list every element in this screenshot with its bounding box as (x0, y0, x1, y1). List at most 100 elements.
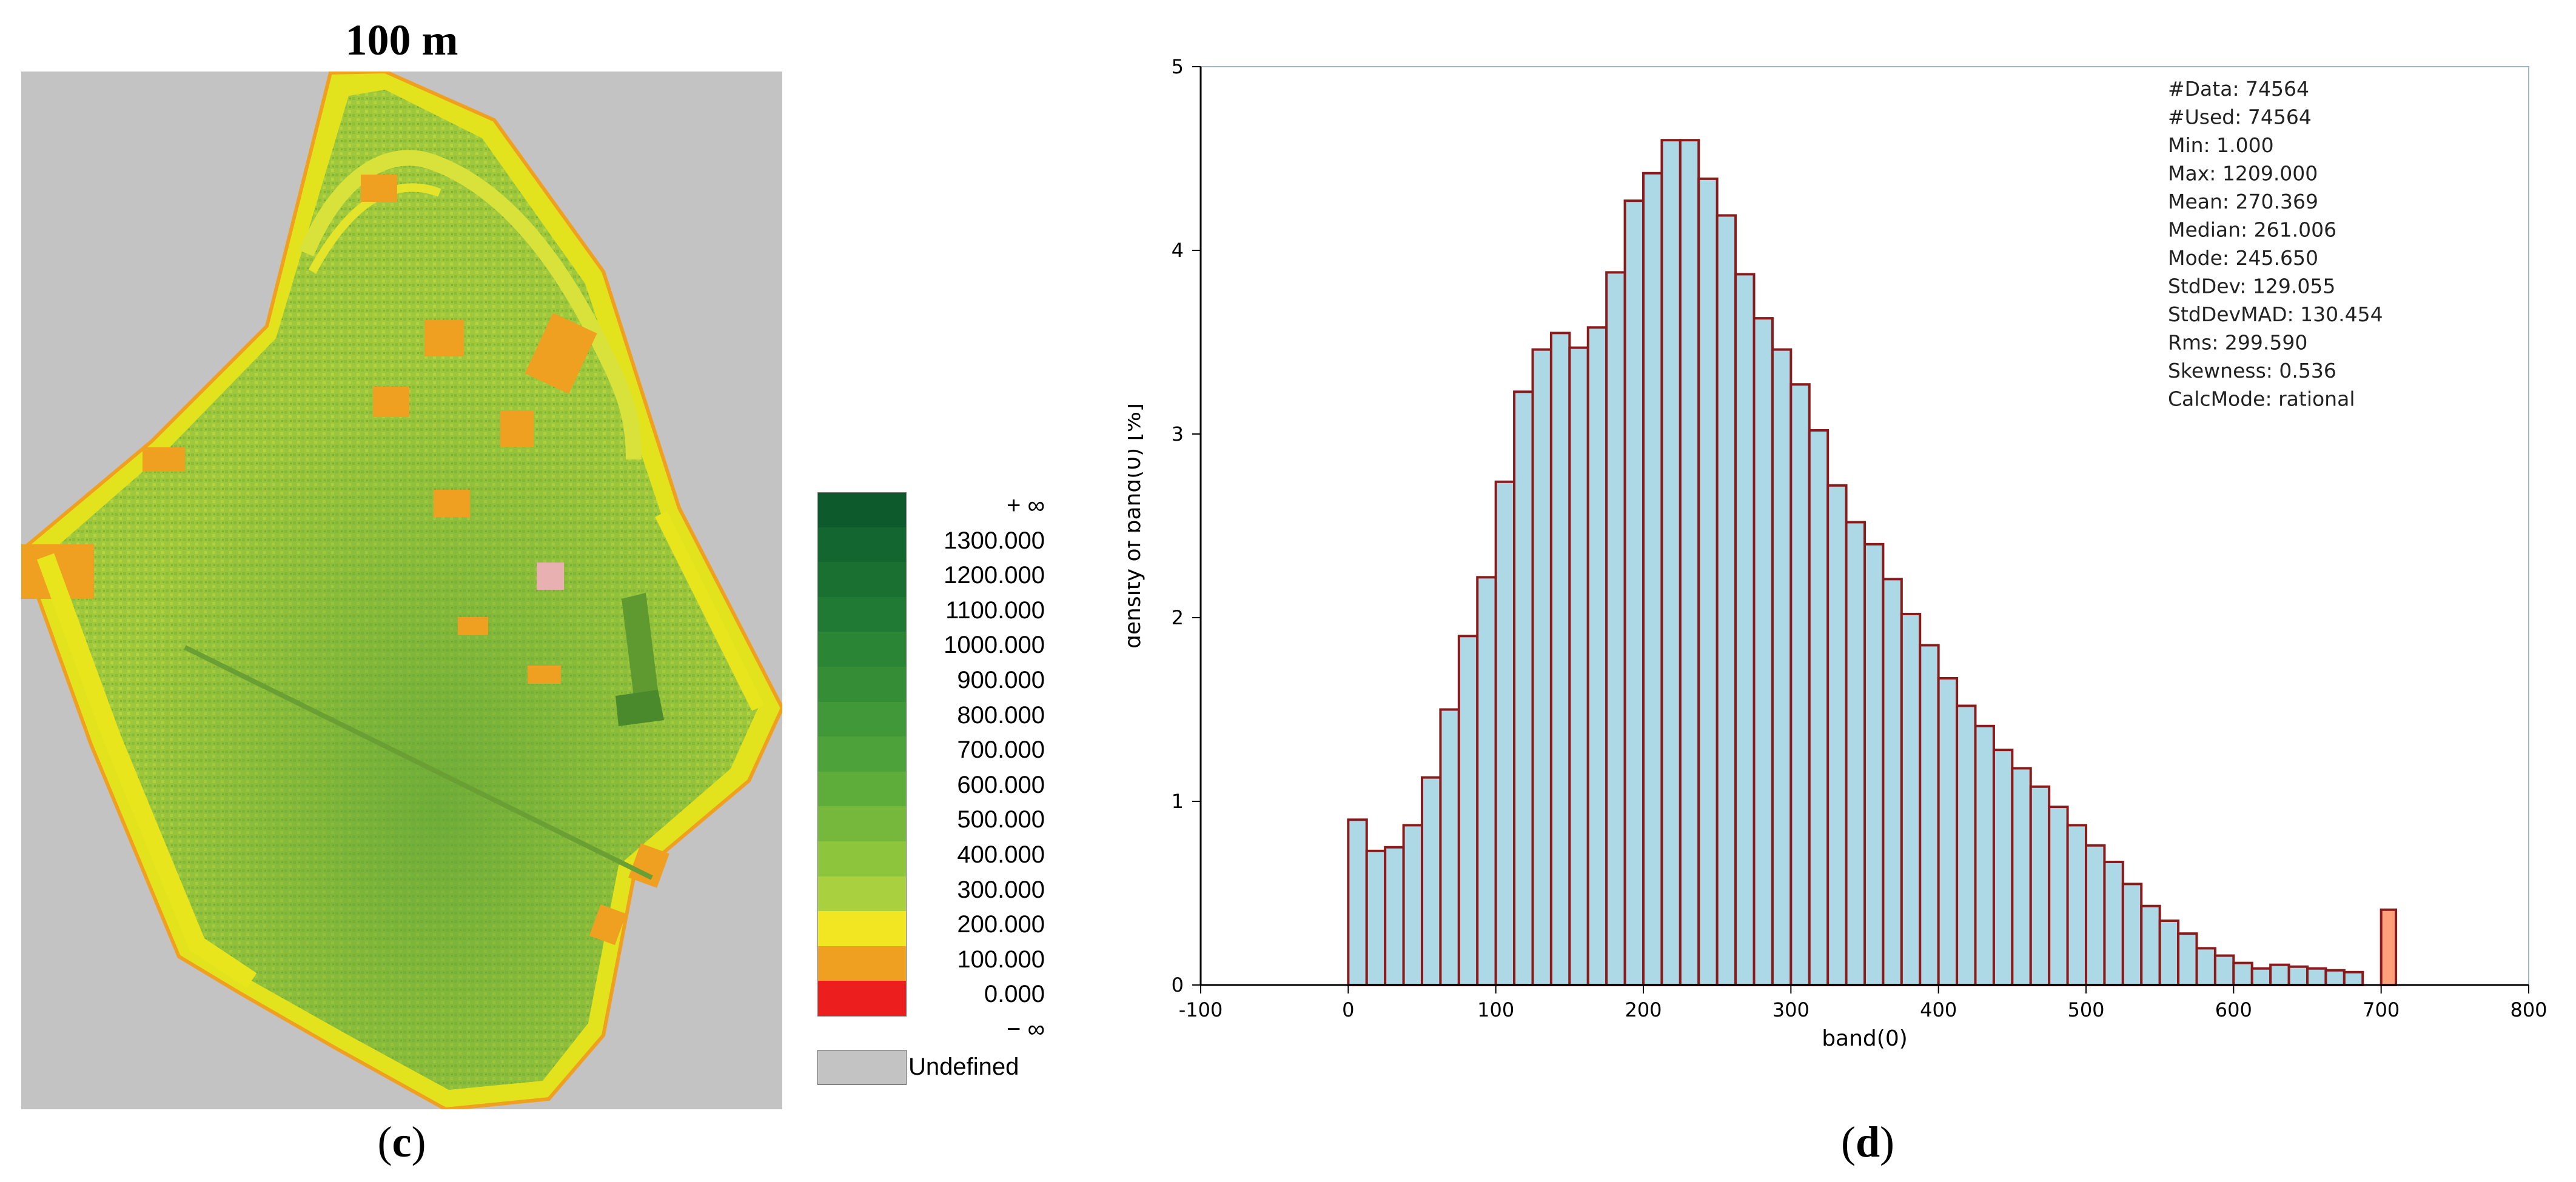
histogram-bar (2011, 767, 2032, 986)
legend-swatch (817, 527, 907, 563)
legend-swatch (817, 911, 907, 947)
histogram-bar (2121, 883, 2143, 986)
raster-map-panel (19, 69, 785, 1112)
x-axis-ticks: -100 0 100 200 300 400 500 600 700 800 (1179, 985, 2547, 1021)
histogram-bar (1568, 346, 1589, 987)
stat-line: #Data: 74564 (2168, 77, 2309, 101)
legend-label: 1100.000 (945, 596, 1045, 624)
histogram-bar (1900, 612, 1922, 986)
road (299, 150, 642, 460)
histogram-bar (1642, 172, 1663, 987)
histogram-bar (2287, 965, 2309, 986)
histogram-bar (2085, 844, 2106, 986)
legend-label: + ∞ (1007, 492, 1045, 519)
x-tick-label: 100 (1477, 998, 1514, 1021)
histogram-bar (2324, 969, 2346, 987)
stat-line: StdDevMAD: 130.454 (2168, 302, 2383, 326)
histogram-bar (2306, 967, 2327, 986)
x-tick-label: 500 (2067, 998, 2104, 1021)
histogram-bar (1734, 273, 1756, 986)
legend-swatch (817, 701, 907, 737)
y-tick-label: 1 (1172, 790, 1184, 813)
histogram-bar (1402, 824, 1424, 986)
legend-label: 400.000 (957, 841, 1045, 868)
y-tick-label: 3 (1172, 422, 1184, 446)
histogram-bar (2140, 904, 2161, 986)
legend-swatch (817, 632, 907, 667)
legend-label: 800.000 (957, 701, 1045, 729)
histogram-bar (1753, 317, 1774, 986)
stat-line: Max: 1209.000 (2168, 162, 2318, 185)
legend-swatch (817, 981, 907, 1017)
legend-label: 500.000 (957, 806, 1045, 833)
stat-line: Mean: 270.369 (2168, 190, 2318, 213)
histogram-bar (1531, 348, 1552, 986)
histogram-bar (1549, 332, 1571, 987)
histogram-bar (1716, 214, 1737, 986)
histogram-bar (1347, 818, 1368, 987)
histogram-overflow-bar (2380, 908, 2398, 987)
legend-swatch (817, 562, 907, 598)
stat-line: Mode: 245.650 (2168, 246, 2318, 270)
histogram-bar (1586, 326, 1608, 986)
stat-line: StdDev: 129.055 (2168, 275, 2335, 298)
y-tick-label: 4 (1172, 239, 1184, 262)
histogram-bar (1845, 521, 1867, 986)
histogram-bar (1457, 635, 1479, 986)
histogram-bar (2250, 967, 2272, 986)
histogram-bar (2269, 963, 2290, 987)
color-legend: + ∞ 1300.000 1200.000 1100.000 1000.000 900.0… (817, 492, 1048, 1086)
legend-label: − ∞ (1007, 1016, 1045, 1043)
stat-line: Rms: 299.590 (2168, 331, 2307, 355)
legend-label: 1300.000 (944, 527, 1045, 554)
stat-line: Skewness: 0.536 (2168, 359, 2336, 382)
y-tick-label: 0 (1172, 973, 1184, 997)
histogram-bar (1937, 676, 1959, 986)
histogram-bar (2066, 824, 2088, 986)
legend-swatch (817, 667, 907, 703)
x-tick-label: -100 (1179, 998, 1223, 1021)
histogram-bar (2103, 860, 2124, 986)
x-tick-label: 400 (1920, 998, 1957, 1021)
legend-swatch (817, 946, 907, 981)
legend-swatch (817, 806, 907, 842)
histogram-bar (1605, 271, 1626, 986)
stat-line: Median: 261.006 (2168, 218, 2336, 242)
y-axis-ticks: 0 1 2 3 4 5 (1172, 55, 1201, 997)
histogram-bar (1919, 644, 1940, 986)
legend-label: 900.000 (957, 667, 1045, 693)
map-title: 100 m (345, 16, 458, 64)
histogram-bar (1365, 849, 1387, 987)
histogram-bar (1789, 383, 1811, 986)
statistics-box: #Data: 74564 #Used: 74564 Min: 1.000 Max: 1… (2168, 77, 2383, 411)
histogram-bar (1863, 543, 1885, 986)
x-axis-label: band(0) (1822, 1026, 1908, 1051)
histogram-bar (1882, 578, 1903, 986)
histogram-bar (1808, 429, 1830, 986)
histogram-bar (1771, 348, 1793, 986)
histogram-bar (1384, 846, 1405, 986)
legend-swatch (817, 596, 907, 632)
legend-label: 100.000 (957, 946, 1045, 973)
legend-label: 700.000 (957, 736, 1045, 764)
histogram-bar (1992, 749, 2014, 987)
histogram-bar (2158, 919, 2180, 986)
legend-swatch (817, 736, 907, 772)
x-tick-label: 0 (1342, 998, 1354, 1021)
legend-undefined-swatch (817, 1050, 907, 1085)
histogram-bar (1623, 199, 1645, 987)
stat-line: #Used: 74564 (2168, 105, 2312, 129)
legend-label: 0.000 (984, 981, 1045, 1008)
histogram-bar (2232, 961, 2253, 987)
x-tick-label: 700 (2363, 998, 2400, 1021)
histogram-bar (2213, 954, 2235, 987)
histogram-bar (1974, 724, 1995, 987)
legend-label: 600.000 (957, 771, 1045, 798)
legend-swatch (817, 841, 907, 877)
y-tick-label: 2 (1172, 606, 1184, 629)
x-tick-label: 800 (2510, 998, 2547, 1021)
legend-label: 1000.000 (944, 632, 1045, 659)
histogram-bar (2048, 806, 2069, 986)
histogram-bar (1421, 776, 1442, 986)
